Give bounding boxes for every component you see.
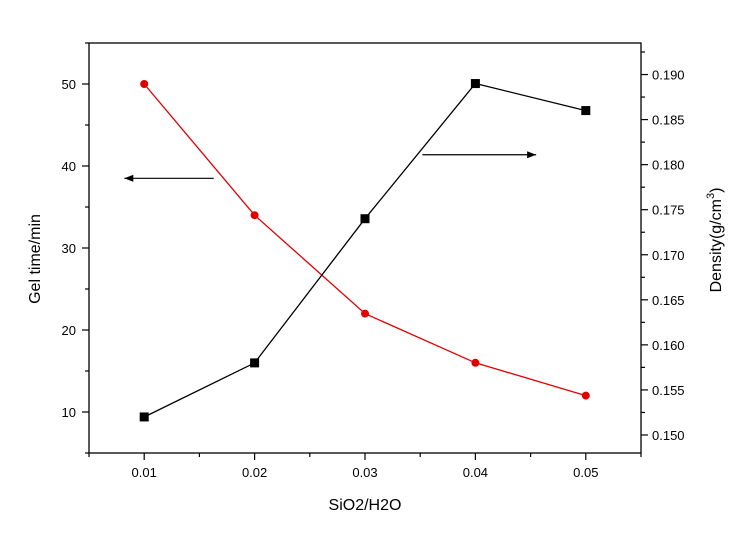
y-right-tick-label: 0.165 bbox=[652, 293, 685, 308]
x-axis-title: SiO2/H2O bbox=[329, 497, 402, 514]
series-1-line bbox=[143, 83, 586, 397]
x-tick-label: 0.05 bbox=[573, 465, 598, 480]
y-left-tick-label: 30 bbox=[62, 241, 76, 256]
series-2-point bbox=[139, 412, 149, 422]
y-right-axis-title-close: ) bbox=[708, 188, 725, 193]
y-left-axis-title: Gel time/min bbox=[27, 214, 44, 304]
x-axis-ticks: 0.01 0.02 0.03 0.04 0.05 bbox=[88, 453, 642, 480]
y-left-tick-label: 10 bbox=[62, 405, 76, 420]
y-left-tick-label: 50 bbox=[62, 77, 76, 92]
series-2-point bbox=[581, 106, 591, 116]
y-left-tick-label: 40 bbox=[62, 159, 76, 174]
y-right-tick-label: 0.160 bbox=[652, 338, 685, 353]
y-right-axis-ticks: 0.150 0.155 0.160 0.165 0.170 0.175 0.180 0.185… bbox=[641, 51, 685, 443]
series-1-point bbox=[581, 391, 590, 400]
series-2-point bbox=[250, 358, 260, 368]
series-2-line bbox=[143, 82, 586, 418]
y-right-tick-label: 0.170 bbox=[652, 248, 685, 263]
y-right-tick-label: 0.190 bbox=[652, 68, 685, 83]
series-1-point bbox=[471, 358, 480, 367]
annotation-arrow-1-head bbox=[124, 174, 134, 182]
y-right-tick-label: 0.175 bbox=[652, 203, 685, 218]
y-right-axis-title-superscript: 3 bbox=[705, 193, 717, 199]
plot-frame bbox=[88, 42, 642, 454]
y-right-axis-title-base: Density(g/cm bbox=[708, 199, 725, 292]
x-tick-label: 0.02 bbox=[242, 465, 267, 480]
series-1-point bbox=[250, 211, 259, 220]
x-tick-label: 0.04 bbox=[463, 465, 488, 480]
y-right-tick-label: 0.155 bbox=[652, 383, 685, 398]
x-tick-label: 0.01 bbox=[132, 465, 157, 480]
series-2-point bbox=[470, 79, 480, 89]
annotation-arrow-2-head bbox=[527, 151, 537, 159]
series-1-point bbox=[361, 309, 369, 318]
x-tick-label: 0.03 bbox=[352, 465, 377, 480]
y-right-tick-label: 0.185 bbox=[652, 113, 685, 128]
y-left-tick-label: 20 bbox=[62, 323, 76, 338]
series-1-point bbox=[140, 80, 149, 88]
annotation-layer bbox=[124, 151, 537, 182]
y-right-tick-label: 0.150 bbox=[652, 428, 685, 443]
y-right-axis-title: Density(g/cm3) bbox=[705, 188, 725, 293]
y-left-axis-ticks: 10 20 30 40 50 bbox=[62, 42, 89, 454]
series-2-point bbox=[360, 214, 370, 224]
y-right-tick-label: 0.180 bbox=[652, 158, 685, 173]
series-layer bbox=[139, 79, 591, 422]
